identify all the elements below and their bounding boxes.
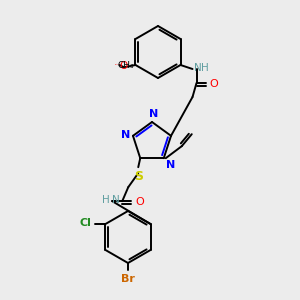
- Text: O: O: [135, 197, 144, 207]
- Text: N: N: [149, 109, 159, 119]
- Text: Cl: Cl: [80, 218, 92, 228]
- Text: H: H: [200, 63, 208, 73]
- Text: N: N: [121, 130, 130, 140]
- Text: Br: Br: [121, 274, 135, 284]
- Text: O: O: [209, 79, 218, 89]
- Text: N: N: [194, 63, 201, 73]
- Text: S: S: [134, 170, 143, 183]
- Text: N: N: [112, 195, 120, 205]
- Text: methoxy: methoxy: [115, 64, 121, 65]
- Text: O: O: [119, 61, 128, 71]
- Text: N: N: [166, 160, 175, 170]
- Text: CH₃: CH₃: [118, 61, 134, 70]
- Text: H: H: [103, 195, 110, 205]
